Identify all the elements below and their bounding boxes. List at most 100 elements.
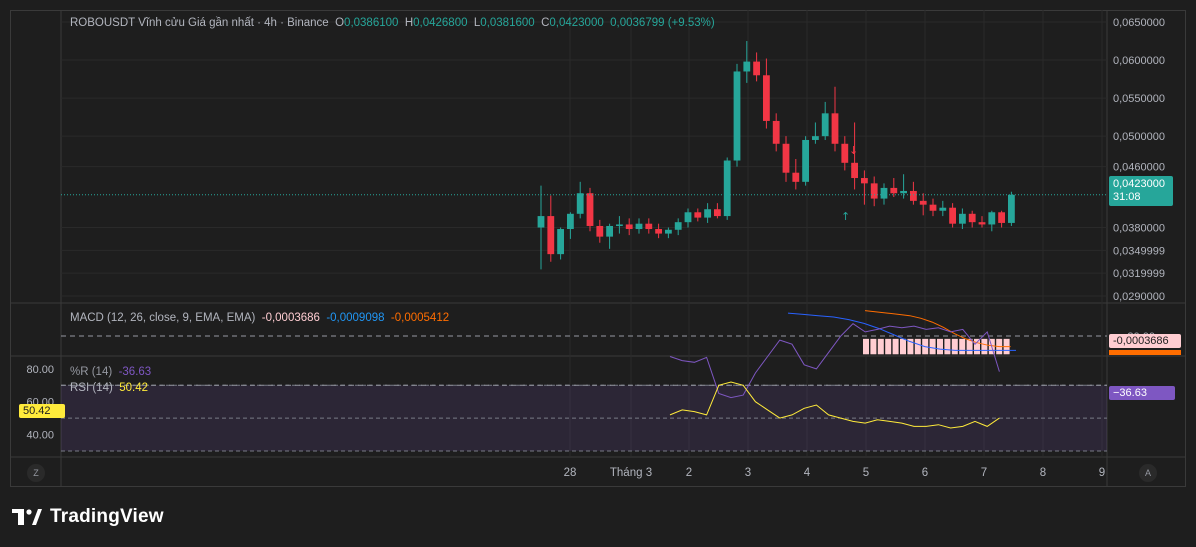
candle-body bbox=[645, 223, 653, 230]
candle-body bbox=[674, 222, 682, 230]
candle-body bbox=[939, 207, 947, 211]
candle-body bbox=[723, 160, 731, 217]
macd-histogram-bar bbox=[877, 338, 884, 355]
macd-label: MACD (12, 26, close, 9, EMA, EMA) bbox=[70, 312, 256, 324]
auto-scale-label: A bbox=[1144, 468, 1151, 478]
rsi-badge: 50.42 bbox=[19, 404, 65, 418]
zoom-reset-button[interactable]: Z bbox=[27, 464, 45, 482]
grid bbox=[10, 10, 1186, 487]
change-value: 0,0036799 (+9.53%) bbox=[610, 17, 715, 29]
price-pane: ↓↑ bbox=[61, 41, 1107, 270]
candle-body bbox=[841, 143, 849, 163]
price-tick-label: 0,0650000 bbox=[1113, 17, 1165, 29]
macd-badge: -0,0003686 bbox=[1109, 334, 1181, 348]
candle-body bbox=[557, 229, 564, 255]
symbol-legend: ROBOUSDT Vĩnh cửu Giá gần nhất · 4h · Bi… bbox=[70, 17, 715, 29]
buy-arrow-marker: ↑ bbox=[841, 210, 850, 223]
current-price: 0,0423000 bbox=[1113, 178, 1165, 190]
candle-body bbox=[890, 187, 898, 194]
rsi-legend: RSI (14) 50.42 bbox=[70, 382, 148, 394]
price-tick-label: 0,0290000 bbox=[1113, 291, 1165, 303]
candle-body bbox=[959, 213, 966, 224]
chart-canvas[interactable]: ↓↑ 0,06500000,06000000,05500000,05000000… bbox=[10, 10, 1186, 487]
macd-histogram-bar bbox=[863, 338, 869, 355]
candle-body bbox=[704, 209, 711, 218]
candle-body bbox=[968, 213, 976, 223]
frame-border bbox=[10, 10, 1186, 487]
rsi-axis-label: 80.00 bbox=[26, 364, 54, 376]
tradingview-brand: TradingView bbox=[12, 506, 164, 528]
candle-body bbox=[929, 204, 937, 211]
candle-body bbox=[949, 207, 956, 224]
rsi-badge-text: 50.42 bbox=[23, 405, 51, 417]
candle-body bbox=[851, 162, 858, 179]
candle-body bbox=[763, 75, 770, 121]
candle-body bbox=[684, 212, 692, 223]
price-tick-label: 0,0550000 bbox=[1113, 93, 1165, 105]
time-tick-label: 2 bbox=[686, 467, 692, 479]
macd-histogram-bar bbox=[937, 338, 943, 355]
macd-pane bbox=[787, 310, 1016, 355]
candle-body bbox=[665, 229, 672, 234]
candle-body bbox=[655, 229, 662, 234]
macd-histogram-bar bbox=[907, 338, 914, 355]
candle-body bbox=[625, 224, 633, 230]
wr-value: -36.63 bbox=[118, 366, 152, 378]
time-tick-label: 4 bbox=[804, 467, 811, 479]
candle-body bbox=[870, 183, 878, 199]
high-value: 0,0426800 bbox=[413, 17, 468, 29]
candle-body bbox=[772, 120, 780, 144]
candle-body bbox=[792, 172, 800, 182]
time-tick-label: 3 bbox=[745, 467, 751, 479]
candle-body bbox=[733, 71, 741, 161]
rsi-value: 50.42 bbox=[119, 382, 148, 394]
time-tick-label: 5 bbox=[863, 467, 869, 479]
price-tick-label: 0,0319999 bbox=[1113, 268, 1165, 280]
rsi-axis-label: 40.00 bbox=[26, 430, 54, 442]
close-label: C bbox=[541, 17, 550, 29]
candle-body bbox=[753, 61, 760, 76]
bar-countdown: 31:08 bbox=[1113, 191, 1141, 203]
candle-body bbox=[978, 222, 986, 225]
candle-body bbox=[547, 216, 555, 255]
macd-badge-text: -0,0003686 bbox=[1113, 335, 1169, 347]
time-tick-label: 7 bbox=[981, 467, 987, 479]
zoom-reset-label: Z bbox=[33, 468, 39, 478]
price-tick-label: 0,0460000 bbox=[1113, 162, 1165, 174]
macd-signal-value: -0,0005412 bbox=[390, 312, 450, 324]
candle-body bbox=[537, 216, 545, 228]
price-tick-label: 0,0500000 bbox=[1113, 131, 1165, 143]
candle-body bbox=[821, 113, 829, 137]
open-value: 0,0386100 bbox=[344, 17, 399, 29]
macd-histogram-bar bbox=[944, 338, 951, 355]
macd-histogram-bar bbox=[974, 338, 980, 355]
candle-body bbox=[714, 209, 721, 217]
macd-histogram-bar bbox=[959, 338, 966, 355]
macd-histogram-bar bbox=[951, 338, 958, 355]
candle-body bbox=[616, 224, 623, 226]
macd-histogram-bar bbox=[914, 338, 921, 355]
macd-histogram-bar bbox=[900, 338, 906, 355]
candle-body bbox=[694, 212, 702, 218]
brand-name: TradingView bbox=[50, 506, 164, 527]
symbol-title: ROBOUSDT Vĩnh cửu Giá gần nhất · 4h · Bi… bbox=[70, 17, 329, 29]
auto-scale-button[interactable]: A bbox=[1139, 464, 1157, 482]
macd-histogram-bar bbox=[892, 338, 899, 355]
open-label: O bbox=[335, 17, 345, 29]
macd-histogram-bar bbox=[870, 338, 877, 355]
candle-body bbox=[782, 143, 790, 173]
price-tick-label: 0,0380000 bbox=[1113, 223, 1165, 235]
candle-body bbox=[596, 225, 604, 237]
time-tick-label: 28 bbox=[564, 467, 577, 479]
current-price-badge: 0,0423000 31:08 bbox=[1109, 176, 1173, 206]
oscillator-pane bbox=[61, 323, 1107, 452]
candle-body bbox=[635, 223, 643, 230]
chart-frame: ↓ ↑ 0,0650000 0,0600000 0,0550000 0,0500000 0… bbox=[10, 10, 1186, 487]
macd-signal-badge-strip bbox=[1109, 350, 1181, 355]
close-value: 0,0423000 bbox=[549, 17, 604, 29]
macd-line bbox=[787, 312, 1016, 351]
low-value: 0,0381600 bbox=[480, 17, 535, 29]
macd-histogram-bar bbox=[885, 338, 892, 355]
macd-histogram-bar bbox=[981, 338, 988, 355]
time-tick-label: Tháng 3 bbox=[610, 467, 652, 479]
